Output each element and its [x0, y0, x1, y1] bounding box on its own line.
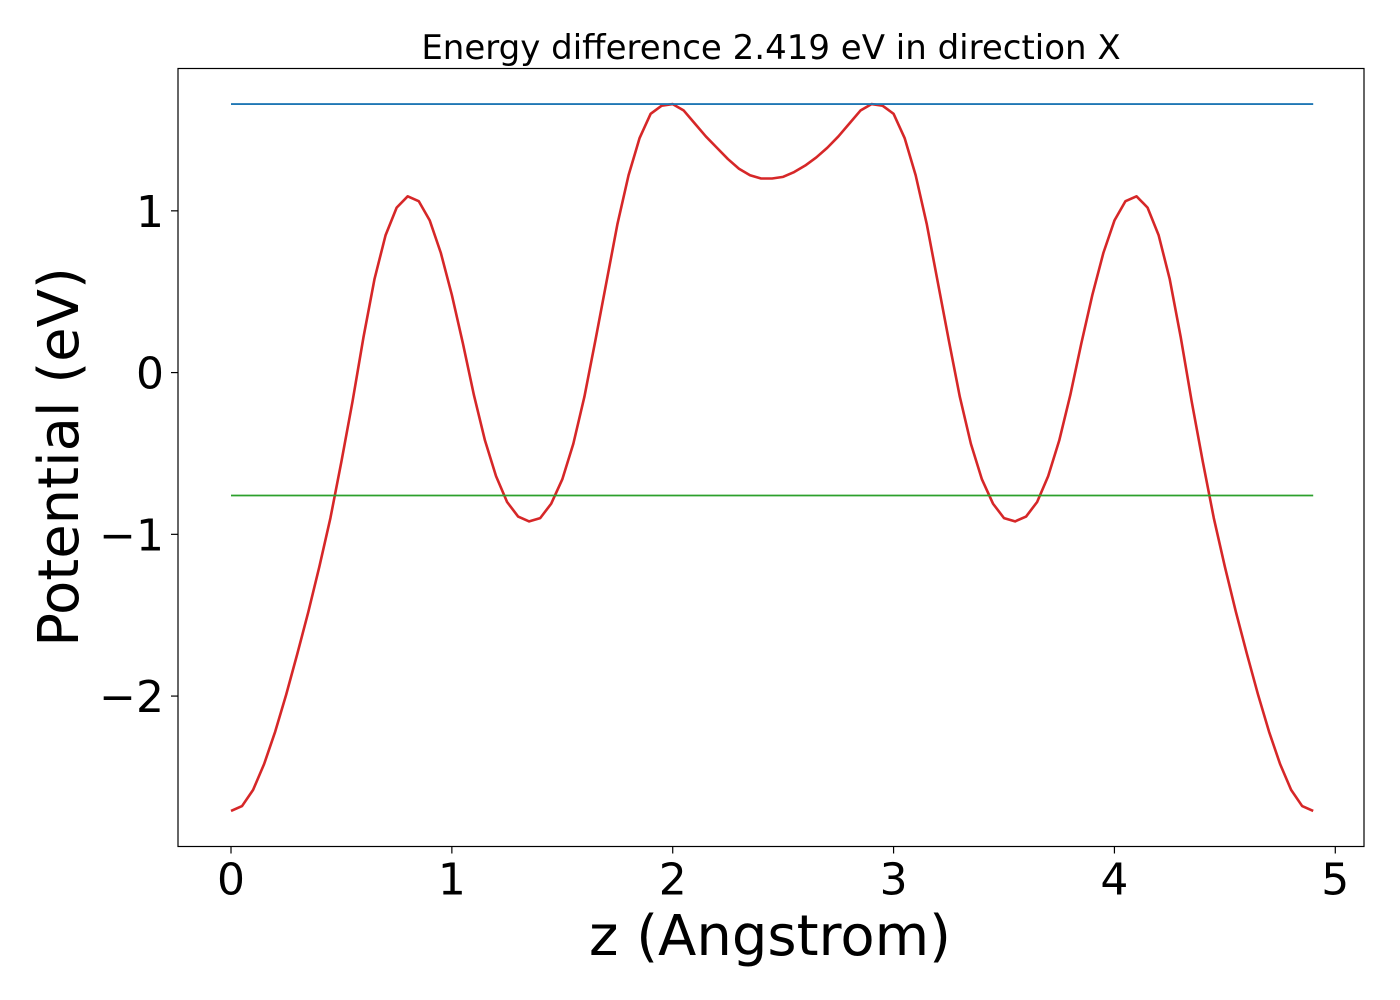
y-tick-label: −1: [99, 510, 164, 561]
y-axis-ticks: −2 −1 0 1: [99, 187, 178, 723]
series-line-0: [230, 102, 1314, 813]
y-tick-label: 1: [136, 187, 164, 238]
y-axis-label: Potential (eV): [27, 267, 92, 647]
x-tick-label: 2: [659, 855, 687, 906]
x-tick-label: 0: [217, 855, 245, 906]
x-tick-label: 4: [1100, 855, 1128, 906]
y-tick-label: −2: [99, 672, 164, 723]
x-axis-ticks: 0 1 2 3 4 5: [217, 846, 1349, 906]
y-tick-label: 0: [136, 349, 164, 400]
series-layer: [230, 102, 1314, 813]
plot-frame: [177, 67, 1365, 848]
x-tick-label: 1: [438, 855, 466, 906]
x-tick-label: 5: [1321, 855, 1349, 906]
x-axis-label: z (Angstrom): [589, 904, 951, 969]
x-tick-label: 3: [880, 855, 908, 906]
chart-title: Energy difference 2.419 eV in direction …: [421, 28, 1120, 68]
